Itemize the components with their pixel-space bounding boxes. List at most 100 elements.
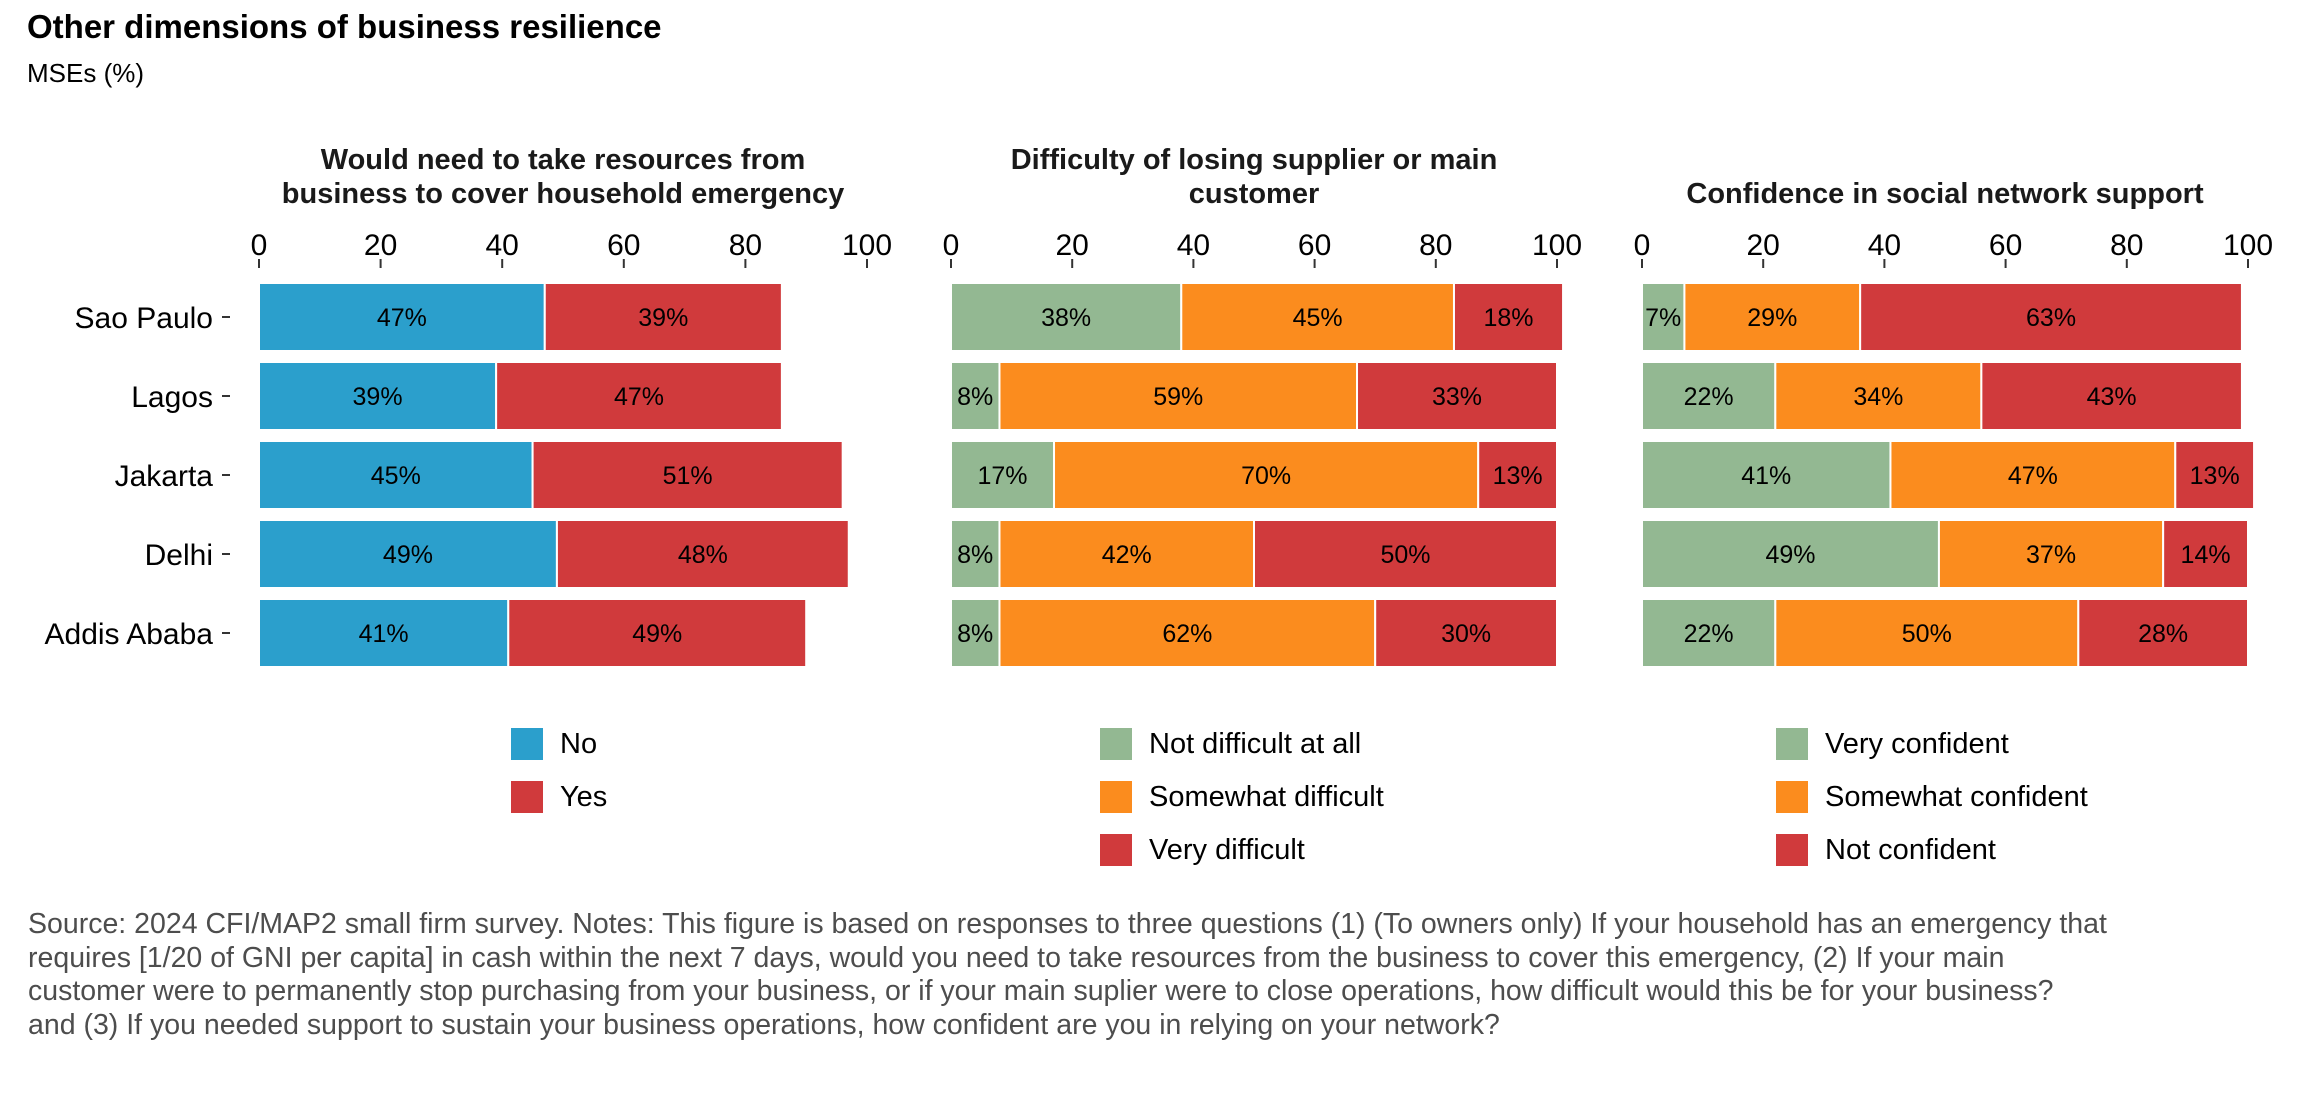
bar-segment (1859, 282, 2243, 352)
x-axis-tick-label: 20 (1747, 229, 1780, 262)
legend-swatch (511, 728, 543, 760)
data-label: 29% (1747, 304, 1797, 332)
x-axis-tick-label: 20 (1056, 229, 1089, 262)
panel-title: customer (1189, 178, 1320, 210)
data-label: 45% (1293, 304, 1343, 332)
legend-label: Very difficult (1149, 834, 1305, 866)
y-axis-label: Sao Paulo (75, 302, 213, 335)
y-axis-label: Delhi (145, 539, 213, 572)
legend-label: Not confident (1825, 834, 1996, 866)
legend-label: Somewhat difficult (1149, 781, 1384, 813)
data-label: 42% (1102, 541, 1152, 569)
bar-segment (1180, 282, 1455, 352)
panel-3: Confidence in social network support 0 20 4… (1634, 178, 2273, 668)
x-axis-tick-label: 40 (1177, 229, 1210, 262)
x-axis-tick-label: 0 (943, 229, 960, 262)
legend-label: No (560, 728, 598, 760)
data-label: 34% (1853, 383, 1903, 411)
y-axis-label: Jakarta (115, 460, 214, 493)
data-label: 22% (1684, 620, 1734, 648)
x-axis-tick-label: 20 (364, 229, 397, 262)
bar-segment (950, 361, 1001, 431)
bar-segment (1774, 598, 2080, 668)
data-label: 63% (2026, 304, 2076, 332)
bar-segment (1452, 282, 1565, 352)
bar-segment (543, 282, 783, 352)
x-axis-tick-label: 100 (842, 229, 892, 262)
data-label: 8% (957, 620, 993, 648)
y-axis-label: Addis Ababa (45, 618, 214, 651)
bar-segment (1641, 361, 1777, 431)
data-label: 47% (614, 383, 664, 411)
data-label: 33% (1432, 383, 1482, 411)
data-label: 38% (1041, 304, 1091, 332)
bar-segment (258, 519, 558, 589)
legend-label: Yes (560, 781, 608, 813)
data-label: 30% (1441, 620, 1491, 648)
x-axis-tick-label: 60 (1989, 229, 2022, 262)
x-axis-tick-label: 0 (1634, 229, 1651, 262)
bar-segment (1374, 598, 1558, 668)
legend-label: Somewhat confident (1825, 781, 2088, 813)
data-label: 62% (1162, 620, 1212, 648)
data-label: 13% (2190, 462, 2240, 490)
data-label: 50% (1380, 541, 1430, 569)
legend-swatch (1776, 781, 1808, 813)
bar-segment (1477, 440, 1558, 510)
bar-segment (998, 519, 1255, 589)
legend-swatch (1100, 728, 1132, 760)
legend-swatch (1100, 834, 1132, 866)
x-axis-tick-label: 40 (486, 229, 519, 262)
x-axis-tick-label: 60 (1298, 229, 1331, 262)
data-label: 7% (1645, 304, 1681, 332)
data-label: 45% (371, 462, 421, 490)
data-label: 41% (359, 620, 409, 648)
data-label: 59% (1153, 383, 1203, 411)
legend-label: Not difficult at all (1149, 728, 1362, 760)
data-label: 49% (632, 620, 682, 648)
x-axis-tick-label: 80 (1419, 229, 1452, 262)
legend-label: Very confident (1825, 728, 2009, 760)
data-label: 50% (1902, 620, 1952, 648)
bar-segment (2077, 598, 2250, 668)
chart-subtitle: MSEs (%) (27, 58, 144, 88)
x-axis-tick-label: 80 (2110, 229, 2143, 262)
panel-title: business to cover household emergency (282, 178, 844, 210)
x-axis-tick-label: 0 (251, 229, 268, 262)
bar-segment (1053, 440, 1480, 510)
x-axis-tick-label: 100 (1532, 229, 1582, 262)
data-label: 49% (1765, 541, 1815, 569)
data-label: 51% (663, 462, 713, 490)
bar-segment (2162, 519, 2249, 589)
bar-segment (258, 598, 510, 668)
y-axis-label: Lagos (131, 381, 213, 414)
bar-segment (998, 361, 1359, 431)
data-label: 70% (1241, 462, 1291, 490)
panel-1: Would need to take resources frombusines… (251, 144, 892, 668)
data-label: 22% (1684, 383, 1734, 411)
bar-segment (507, 598, 808, 668)
legend-swatch (511, 781, 543, 813)
x-axis-tick-label: 80 (729, 229, 762, 262)
panel-title: Confidence in social network support (1686, 178, 2204, 210)
bar-segment (1641, 519, 1940, 589)
bar-segment (1980, 361, 2243, 431)
data-label: 14% (2181, 541, 2231, 569)
bar-segment (1356, 361, 1559, 431)
panel-title: Would need to take resources from (321, 144, 806, 176)
data-label: 37% (2026, 541, 2076, 569)
bar-segment (2174, 440, 2256, 510)
bar-segment (495, 361, 783, 431)
chart-title: Other dimensions of business resilience (27, 8, 662, 45)
legend-swatch (1776, 834, 1808, 866)
data-label: 13% (1493, 462, 1543, 490)
x-axis-tick-label: 60 (607, 229, 640, 262)
source-note: Source: 2024 CFI/MAP2 small firm survey.… (28, 908, 2107, 1041)
bar-segment (1889, 440, 2177, 510)
bar-segment (950, 282, 1183, 352)
bar-segment (531, 440, 844, 510)
data-label: 41% (1741, 462, 1791, 490)
bar-segment (998, 598, 1377, 668)
data-label: 39% (353, 383, 403, 411)
bar-segment (950, 440, 1056, 510)
